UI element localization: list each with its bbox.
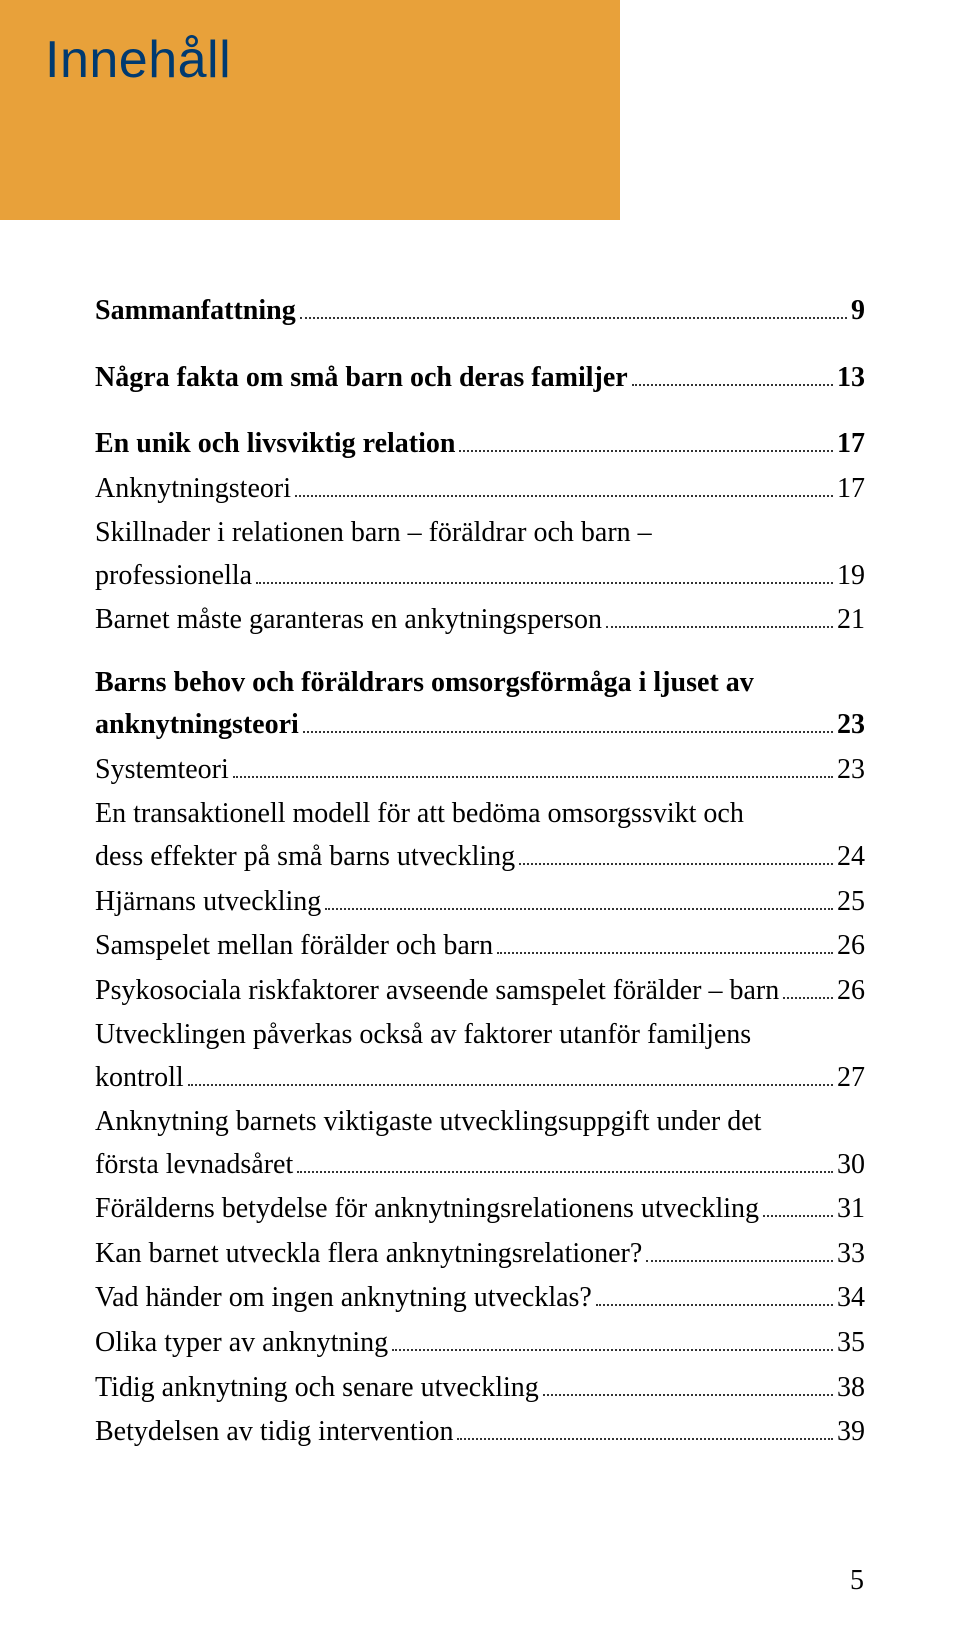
toc-entry-page: 13 [837,357,865,400]
toc-entry-title: Psykosociala riskfaktorer avseende samsp… [95,970,779,1013]
toc-entry-page: 25 [837,881,865,924]
toc-leader [188,1061,833,1086]
toc-leader [297,1148,833,1173]
toc-entry-title: Anknytningsteori [95,468,291,511]
toc-entry: Olika typer av anknytning 35 [95,1322,865,1365]
toc-entry: Anknytning barnets viktigaste utveckling… [95,1101,865,1186]
toc-gap [95,401,865,423]
toc-gap [95,644,865,662]
toc-entry-title: Förälderns betydelse för anknytningsrela… [95,1188,759,1231]
toc-leader [457,1415,833,1440]
toc-entry-lastline: anknytningsteori 23 [95,704,865,747]
toc-entry-title: Några fakta om små barn och deras familj… [95,357,628,400]
toc-entry: En unik och livsviktig relation 17 [95,423,865,466]
toc-entry-title-line1: Skillnader i relationen barn – föräldrar… [95,512,865,555]
toc-entry-title-line1: Barns behov och föräldrars omsorgsförmåg… [95,662,865,705]
toc-entry-title: Olika typer av anknytning [95,1322,388,1365]
toc-entry-page: 26 [837,925,865,968]
toc-leader [646,1237,833,1262]
toc-entry: Barnet måste garanteras en ankytningsper… [95,599,865,642]
page-number: 5 [850,1565,864,1597]
toc-entry-lastline: första levnadsåret 30 [95,1144,865,1187]
toc-leader [497,929,833,954]
toc-entry: Tidig anknytning och senare utveckling 38 [95,1367,865,1410]
toc-leader [303,708,833,733]
toc-entry-lastline: dess effekter på små barns utveckling 24 [95,836,865,879]
toc-entry-page: 23 [837,704,865,747]
header-block: Innehåll [0,0,620,220]
toc-leader [543,1370,833,1395]
toc-entry: Samspelet mellan förälder och barn 26 [95,925,865,968]
toc-entry: Skillnader i relationen barn – föräldrar… [95,512,865,597]
toc-entry: Utvecklingen påverkas också av faktorer … [95,1014,865,1099]
toc-leader [519,840,833,865]
toc-leader [783,973,833,998]
toc-leader [459,427,833,452]
toc-entry-title: Tidig anknytning och senare utveckling [95,1367,539,1410]
toc-entry-page: 39 [837,1411,865,1454]
toc-entry-title: Kan barnet utveckla flera anknytningsrel… [95,1233,642,1276]
toc-entry-lastline: kontroll 27 [95,1057,865,1100]
toc-entry-page: 31 [837,1188,865,1231]
toc-entry-title-line2: dess effekter på små barns utveckling [95,836,515,879]
toc-entry: Psykosociala riskfaktorer avseende samsp… [95,970,865,1013]
toc-gap [95,335,865,357]
toc-entry-page: 17 [837,423,865,466]
toc-leader [596,1281,833,1306]
toc-entry-page: 9 [851,290,865,333]
toc-entry-title: Hjärnans utveckling [95,881,321,924]
toc-entry-page: 19 [837,555,865,598]
toc-leader [606,603,833,628]
toc-content: Sammanfattning 9 Några fakta om små barn o… [95,290,865,1456]
toc-entry: Några fakta om små barn och deras familj… [95,357,865,400]
toc-entry: Kan barnet utveckla flera anknytningsrel… [95,1233,865,1276]
toc-entry-title: Betydelsen av tidig intervention [95,1411,453,1454]
toc-leader [295,471,833,496]
toc-entry-page: 34 [837,1277,865,1320]
toc-entry: En transaktionell modell för att bedöma … [95,793,865,878]
toc-entry-page: 26 [837,970,865,1013]
toc-entry-page: 27 [837,1057,865,1100]
toc-entry: Betydelsen av tidig intervention 39 [95,1411,865,1454]
toc-entry-title-line1: Utvecklingen påverkas också av faktorer … [95,1014,865,1057]
toc-entry-title-line2: professionella [95,555,252,598]
toc-entry-title: En unik och livsviktig relation [95,423,455,466]
toc-entry: Vad händer om ingen anknytning utvecklas… [95,1277,865,1320]
toc-entry: Systemteori 23 [95,749,865,792]
toc-entry-title-line2: kontroll [95,1057,184,1100]
toc-entry-title: Samspelet mellan förälder och barn [95,925,493,968]
toc-entry-page: 21 [837,599,865,642]
toc-entry: Hjärnans utveckling 25 [95,881,865,924]
toc-entry-page: 38 [837,1367,865,1410]
toc-entry-title-line1: En transaktionell modell för att bedöma … [95,793,865,836]
toc-entry-page: 17 [837,468,865,511]
toc-entry-page: 24 [837,836,865,879]
toc-entry: Anknytningsteori 17 [95,468,865,511]
toc-leader [763,1192,833,1217]
toc-entry-title: Systemteori [95,749,229,792]
toc-entry-page: 23 [837,749,865,792]
toc-entry: Barns behov och föräldrars omsorgsförmåg… [95,662,865,747]
toc-entry-title-line2: anknytningsteori [95,704,299,747]
toc-entry-page: 33 [837,1233,865,1276]
toc-entry-page: 30 [837,1144,865,1187]
toc-leader [392,1326,833,1351]
page-title: Innehåll [45,30,620,90]
toc-entry-page: 35 [837,1322,865,1365]
toc-leader [632,360,833,385]
toc-entry-title-line2: första levnadsåret [95,1144,293,1187]
toc-entry-title: Barnet måste garanteras en ankytningsper… [95,599,602,642]
toc-leader [300,294,847,319]
toc-leader [325,884,833,909]
toc-entry: Förälderns betydelse för anknytningsrela… [95,1188,865,1231]
toc-entry-title: Sammanfattning [95,290,296,333]
toc-entry: Sammanfattning 9 [95,290,865,333]
toc-entry-lastline: professionella 19 [95,555,865,598]
toc-entry-title-line1: Anknytning barnets viktigaste utveckling… [95,1101,865,1144]
toc-leader [233,753,833,778]
toc-entry-title: Vad händer om ingen anknytning utvecklas… [95,1277,592,1320]
toc-leader [256,559,833,584]
